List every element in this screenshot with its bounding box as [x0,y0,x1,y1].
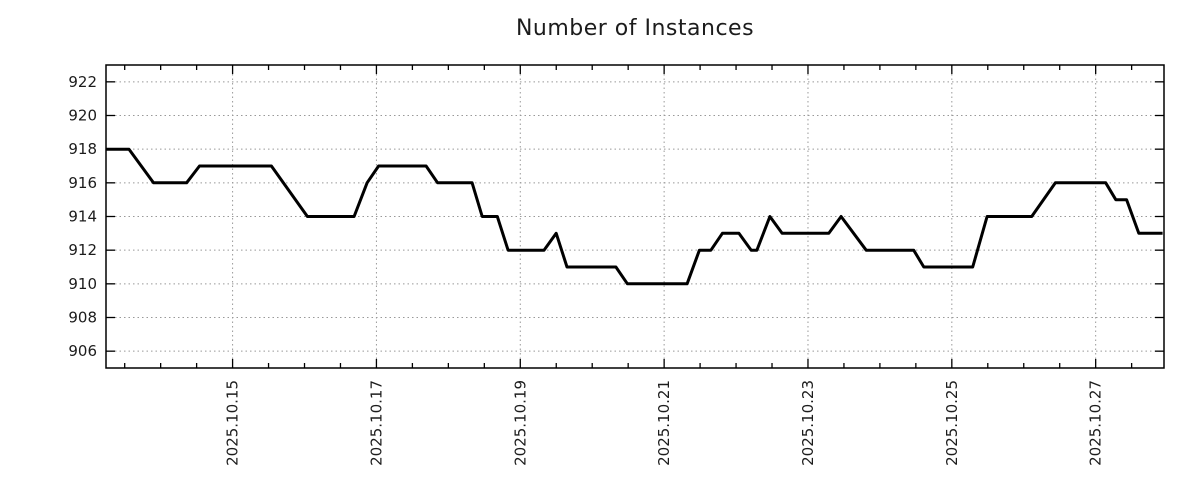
x-tick-label: 2025.10.25 [943,380,961,466]
x-tick-label: 2025.10.23 [799,380,817,466]
y-tick-label: 914 [68,208,97,226]
y-tick-label: 916 [68,174,97,192]
y-tick-label: 910 [68,275,97,293]
chart-title: Number of Instances [515,16,755,41]
data-line-instances [106,147,1163,286]
y-tick-label: 918 [68,140,97,158]
x-tick-label: 2025.10.21 [655,380,673,466]
y-tick-label: 922 [68,73,97,91]
y-tick-label: 912 [68,241,97,259]
x-tick-label: 2025.10.27 [1087,380,1105,466]
x-tick-label: 2025.10.19 [511,380,529,466]
y-tick-label: 908 [68,309,97,327]
y-tick-label: 906 [68,342,97,360]
x-tick-label: 2025.10.17 [367,380,385,466]
y-tick-label: 920 [68,107,97,125]
x-tick-label: 2025.10.15 [224,380,242,466]
